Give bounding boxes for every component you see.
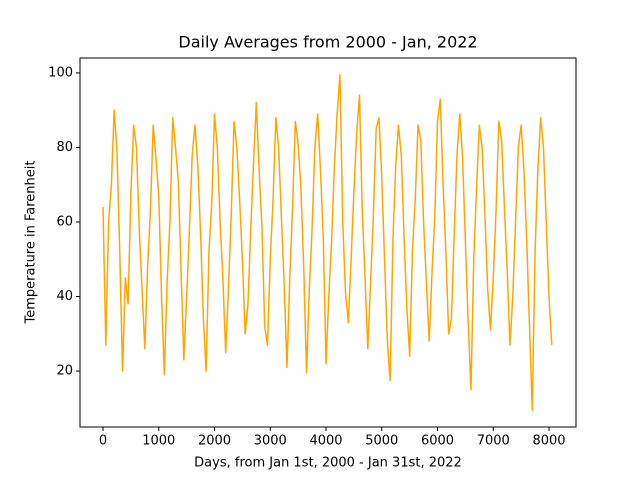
x-tick-label: 1000	[142, 434, 175, 449]
x-tick-label: 0	[99, 434, 107, 449]
data-line	[102, 74, 553, 411]
plot-frame	[79, 57, 577, 428]
y-tick-label: 100	[48, 65, 73, 80]
x-tick-label: 2000	[198, 434, 231, 449]
y-tick-label: 40	[56, 289, 73, 304]
y-axis-label: Temperature in Farenheit	[24, 161, 39, 325]
x-tick-label: 7000	[477, 434, 510, 449]
y-tick-label: 80	[56, 140, 73, 155]
x-tick-label: 5000	[365, 434, 398, 449]
x-tick-label: 3000	[254, 434, 287, 449]
x-tick-label: 4000	[309, 434, 342, 449]
x-tick-label: 8000	[532, 434, 565, 449]
y-tick-label: 20	[56, 364, 73, 379]
x-tick-label: 6000	[421, 434, 454, 449]
x-axis-label: Days, from Jan 1st, 2000 - Jan 31st, 202…	[194, 456, 462, 471]
chart-title: Daily Averages from 2000 - Jan, 2022	[178, 33, 477, 52]
y-tick-label: 60	[56, 215, 73, 230]
